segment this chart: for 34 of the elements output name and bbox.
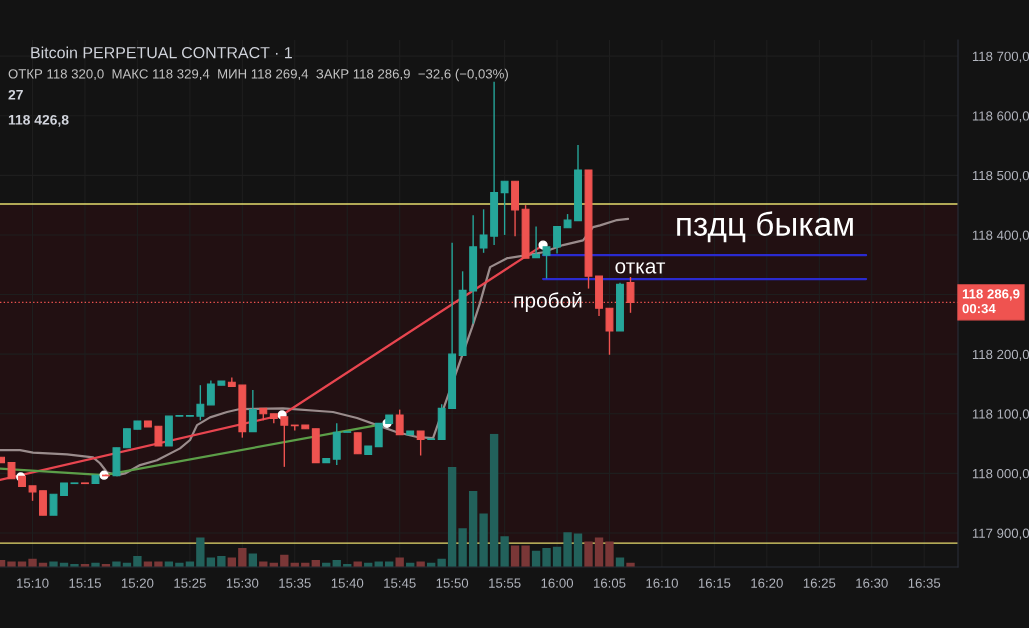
x-tick-label: 16:20	[751, 578, 783, 588]
annotation: откат	[615, 262, 666, 274]
ref-line-label: 118 286,9 00:34	[962, 289, 1020, 314]
x-tick-label: 15:10	[17, 578, 49, 588]
x-tick-label: 15:25	[174, 578, 206, 588]
x-tick-label: 16:25	[803, 578, 836, 588]
x-tick-label: 16:00	[541, 578, 574, 588]
y-tick-label: 118 100,0	[972, 409, 1029, 421]
x-tick-label: 15:35	[279, 578, 311, 588]
y-tick-label: 118 400,0	[972, 230, 1029, 242]
x-tick-label: 15:30	[226, 578, 259, 588]
y-tick-label: 118 200,0	[972, 349, 1029, 361]
x-tick-label: 16:05	[593, 578, 626, 588]
text: ОТКР 118 320,0 МАКС 118 329,4 МИН 118 269,4 ЗАКР 118 286,9 −32,6 (−0,03%)	[8, 68, 508, 82]
x-tick-label: 16:10	[646, 578, 678, 588]
x-tick-label: 15:45	[384, 578, 416, 588]
annotation: пробой	[514, 292, 582, 312]
annotation: 118 426,8	[8, 114, 69, 127]
x-tick-label: 16:35	[908, 578, 941, 588]
y-tick-label: 118 000,0	[972, 468, 1029, 480]
x-tick-label: 16:30	[856, 578, 888, 588]
x-tick-label: 16:15	[698, 578, 731, 588]
x-tick-label: 15:20	[121, 578, 154, 588]
x-tick-label: 15:55	[489, 578, 521, 588]
x-tick-label: 15:50	[436, 578, 469, 588]
chart-title: Bitcoin PERPETUAL CONTRACT · 1	[31, 46, 292, 59]
y-tick-label: 117 900,0	[972, 528, 1029, 540]
x-tick-label: 15:15	[69, 578, 101, 588]
y-tick-label: 118 500,0	[972, 170, 1029, 182]
annotation: пздц быкам	[677, 211, 853, 243]
annotation: 27	[8, 89, 23, 100]
x-tick-label: 15:40	[331, 578, 364, 588]
y-tick-label: 118 600,0	[972, 111, 1029, 123]
y-tick-label: 118 700,0	[972, 51, 1029, 63]
